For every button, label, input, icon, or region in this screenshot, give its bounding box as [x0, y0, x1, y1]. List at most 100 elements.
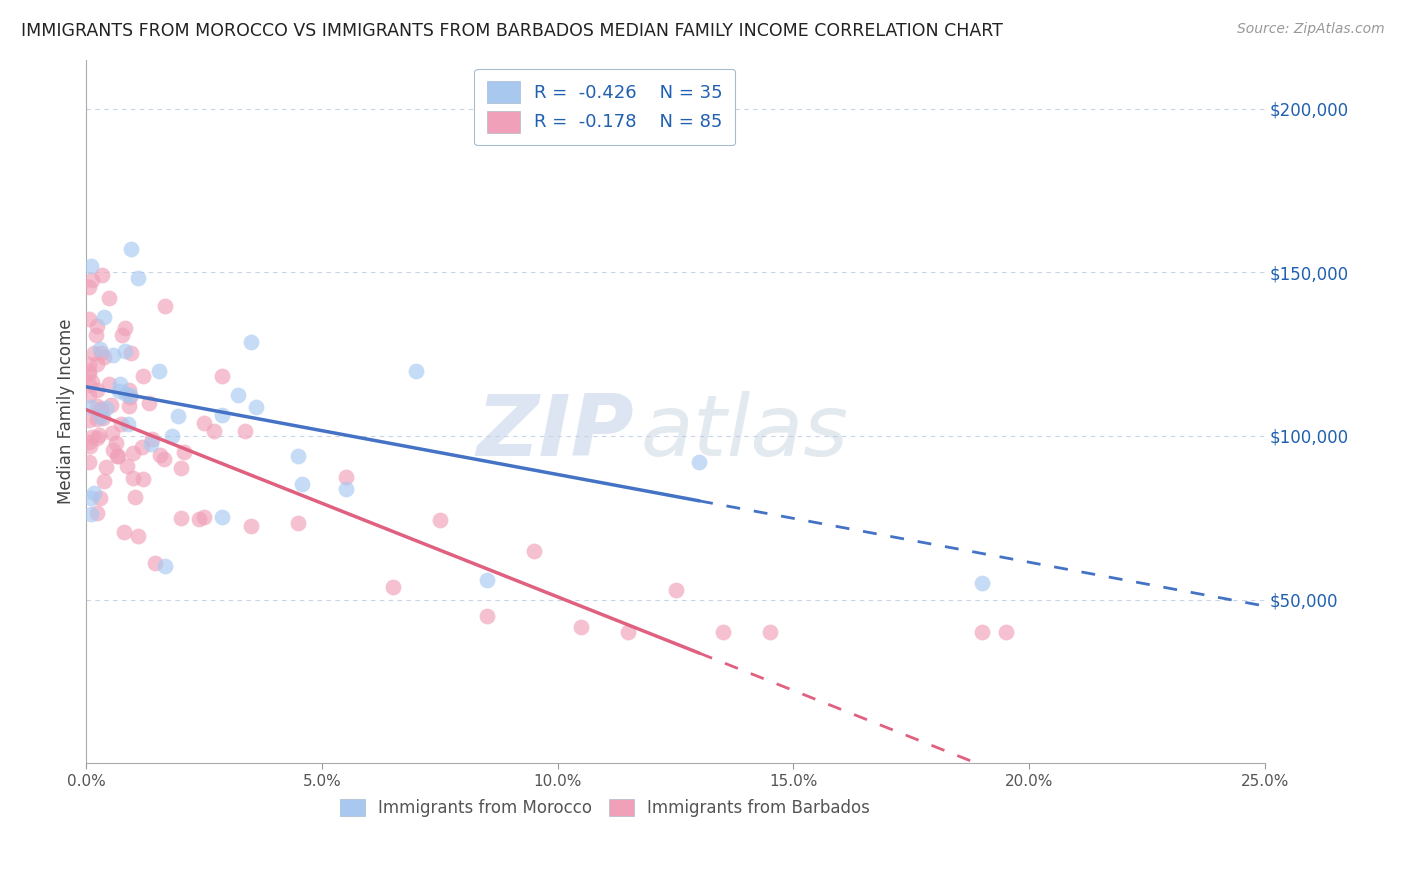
Point [77, 364, 100, 378]
Point [107, 449, 129, 463]
Point [80, 400, 103, 414]
Point [335, 470, 357, 484]
Text: atlas: atlas [640, 391, 848, 474]
Point [100, 398, 122, 412]
Legend: Immigrants from Morocco, Immigrants from Barbados: Immigrants from Morocco, Immigrants from… [332, 790, 879, 825]
Point [77, 455, 100, 469]
Point [240, 519, 263, 533]
Point [87, 428, 110, 442]
Point [131, 368, 153, 383]
Point [90, 346, 112, 360]
Point [122, 446, 145, 460]
Point [86, 399, 108, 413]
Point [405, 364, 427, 378]
Point [153, 451, 176, 466]
Point [93, 310, 115, 324]
Point [170, 461, 193, 475]
Point [118, 383, 141, 397]
Point [187, 512, 209, 526]
Point [429, 513, 451, 527]
Point [86, 431, 108, 445]
Point [475, 573, 498, 587]
Point [173, 445, 195, 459]
Point [169, 511, 191, 525]
Point [77, 280, 100, 294]
Point [86, 412, 108, 426]
Point [523, 543, 546, 558]
Point [80, 507, 103, 521]
Point [91, 268, 114, 283]
Point [211, 368, 233, 383]
Point [287, 516, 309, 530]
Point [86, 384, 108, 398]
Point [82, 376, 104, 390]
Point [211, 509, 233, 524]
Point [160, 429, 183, 443]
Point [688, 455, 710, 469]
Point [202, 424, 225, 438]
Point [335, 482, 357, 496]
Point [711, 625, 734, 640]
Point [105, 436, 128, 450]
Point [118, 399, 141, 413]
Point [148, 364, 170, 378]
Point [112, 524, 135, 539]
Point [84, 328, 107, 343]
Point [94, 460, 117, 475]
Point [77, 312, 100, 326]
Point [970, 576, 993, 591]
Point [91, 411, 114, 425]
Point [77, 367, 100, 381]
Point [90, 401, 112, 416]
Point [127, 270, 149, 285]
Point [93, 350, 115, 364]
Point [759, 625, 782, 640]
Point [193, 510, 215, 524]
Point [131, 440, 153, 454]
Point [120, 242, 142, 256]
Point [287, 450, 309, 464]
Point [77, 377, 100, 392]
Point [240, 334, 263, 349]
Point [111, 328, 134, 343]
Point [994, 625, 1017, 640]
Point [139, 437, 162, 451]
Point [90, 410, 112, 425]
Point [77, 413, 100, 427]
Point [82, 273, 104, 287]
Point [118, 388, 141, 402]
Point [108, 384, 131, 398]
Point [149, 448, 172, 462]
Point [245, 401, 267, 415]
Point [98, 291, 121, 305]
Point [153, 300, 176, 314]
Point [226, 388, 249, 402]
Point [381, 580, 404, 594]
Point [664, 583, 686, 598]
Point [89, 491, 111, 505]
Point [94, 401, 117, 415]
Point [475, 609, 498, 624]
Point [80, 259, 103, 273]
Text: IMMIGRANTS FROM MOROCCO VS IMMIGRANTS FROM BARBADOS MEDIAN FAMILY INCOME CORRELA: IMMIGRANTS FROM MOROCCO VS IMMIGRANTS FR… [21, 22, 1002, 40]
Point [120, 346, 142, 360]
Point [114, 321, 136, 335]
Point [79, 439, 101, 453]
Point [970, 625, 993, 640]
Point [77, 388, 100, 402]
Point [211, 409, 233, 423]
Point [86, 506, 108, 520]
Point [124, 491, 146, 505]
Point [86, 358, 108, 372]
Point [89, 343, 111, 357]
Point [110, 417, 132, 431]
Point [193, 416, 215, 430]
Point [143, 556, 166, 570]
Point [114, 343, 136, 358]
Point [138, 395, 160, 409]
Point [122, 471, 145, 485]
Point [291, 476, 314, 491]
Text: ZIP: ZIP [477, 391, 634, 474]
Point [101, 443, 124, 458]
Point [98, 376, 121, 391]
